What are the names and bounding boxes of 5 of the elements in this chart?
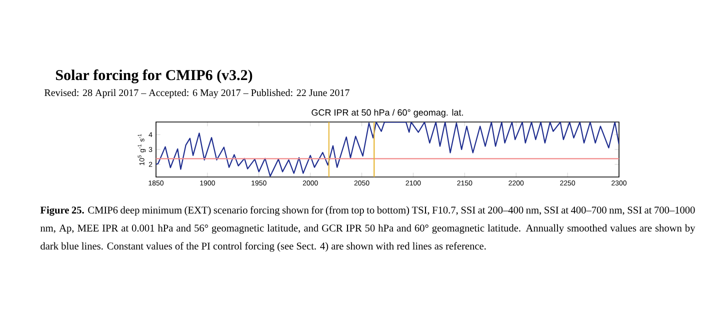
text: Solar forcing for CMIP6 (v3.2) — [56, 69, 252, 84]
chart-title: GCR IPR at 50 hPa / 60° geomag. lat. — [312, 109, 463, 118]
line-series — [156, 122, 619, 177]
text: Revised: 28 April 2017 – Accepted: 6 May 2017 – Published: 22 June 2017 — [44, 89, 350, 98]
text: Figure 25. CMIP6 deep minimum (EXT) scenario forcing shown for (from top to bottom) TSI, F10.7, SSI at 200–400 nm, SSI at 400–700 nm, SSI at 700–1000 nm, Ap, MEE IPR at 0.001 hPa and 56° geomagnetic latitude, and GCR IPR 50 hPa and 60° geomagnetic latitude. Annually smoothed values are shown by dark blue lines. Constant values of the PI control forcing (see Sect. 4) are shown with red lines as reference. — [40, 206, 696, 252]
